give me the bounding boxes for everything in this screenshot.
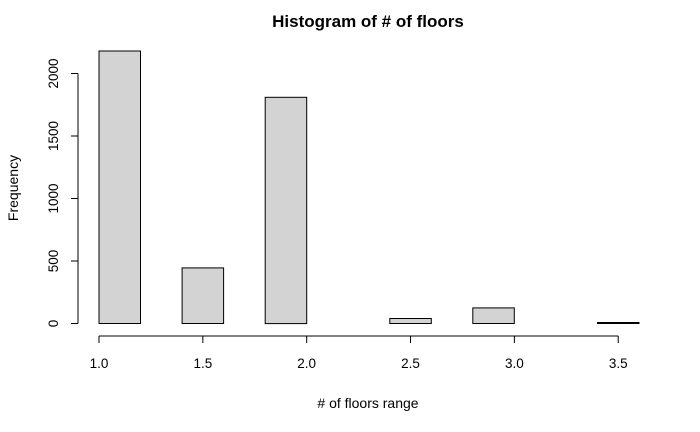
histogram-bars <box>98 50 640 325</box>
y-tick-label: 1500 <box>46 121 61 151</box>
x-tick-label: 1.0 <box>90 356 109 371</box>
x-tick-label: 2.5 <box>401 356 420 371</box>
y-tick-label: 0 <box>46 320 61 328</box>
y-tick-label: 1000 <box>46 183 61 213</box>
x-axis: 1.0 1.5 2.0 2.5 3.0 3.5 <box>90 335 628 371</box>
chart-title: Histogram of # of floors <box>272 12 464 31</box>
histogram-bar <box>472 307 515 324</box>
histogram-bar <box>389 318 432 324</box>
x-tick-label: 3.0 <box>505 356 524 371</box>
x-tick-label: 3.5 <box>609 356 628 371</box>
y-axis: 0 500 1000 1500 2000 <box>46 58 79 328</box>
y-axis-title: Frequency <box>5 155 21 221</box>
x-tick-label: 1.5 <box>193 356 212 371</box>
y-tick-label: 500 <box>46 250 61 273</box>
histogram-bar <box>181 267 225 324</box>
histogram-bar <box>98 50 141 324</box>
y-tick-label: 2000 <box>46 58 61 88</box>
x-tick-label: 2.0 <box>297 356 316 371</box>
x-axis-title: # of floors range <box>317 395 418 411</box>
histogram-bar <box>597 322 640 324</box>
histogram-bar <box>264 96 308 325</box>
